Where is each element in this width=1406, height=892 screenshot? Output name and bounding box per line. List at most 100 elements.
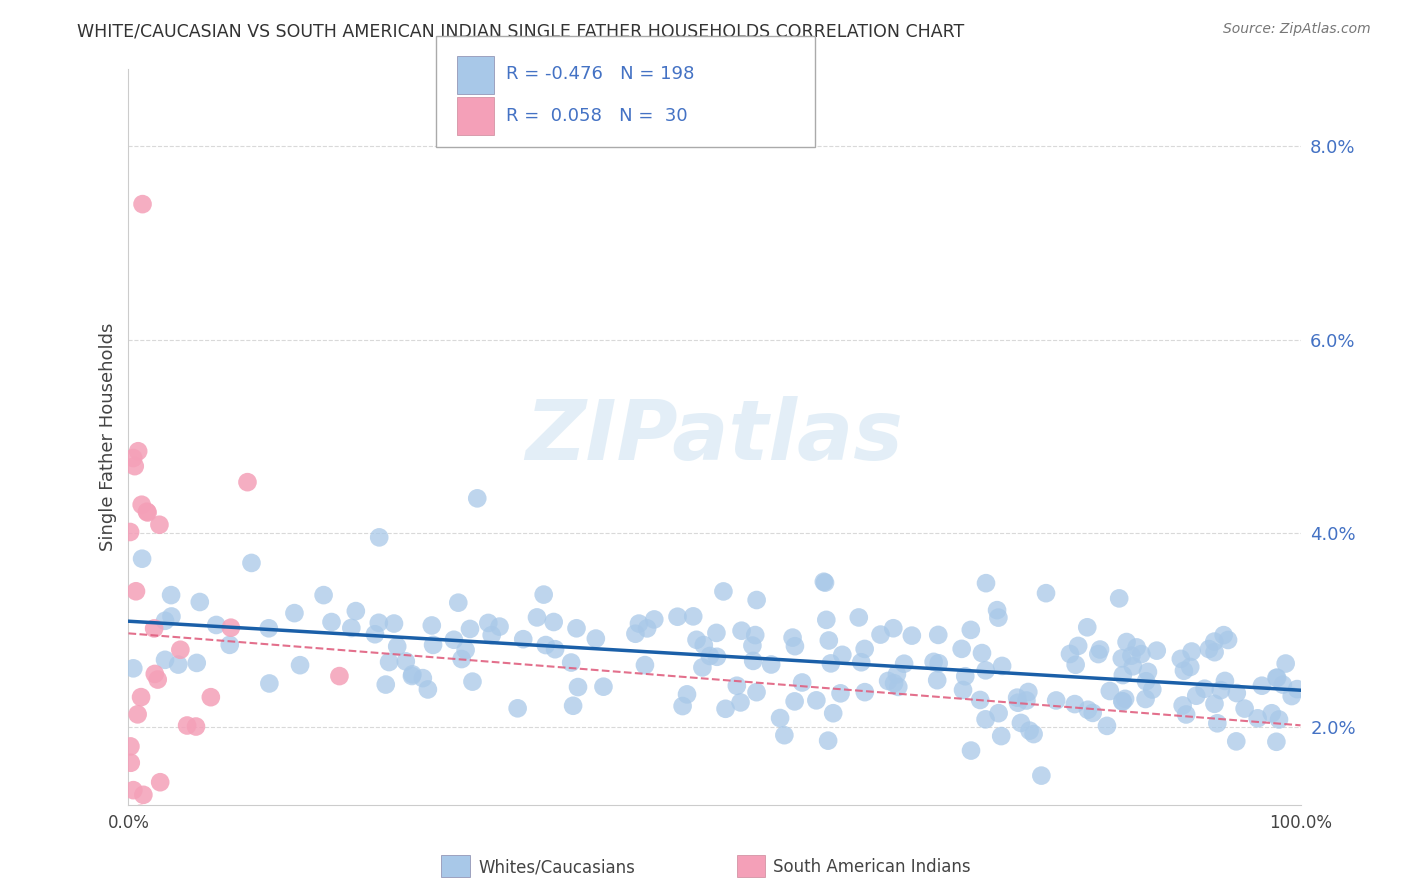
Point — [1007, 696, 1029, 710]
Point — [1112, 668, 1135, 682]
Point — [387, 640, 409, 654]
Point — [643, 612, 665, 626]
Point — [562, 698, 585, 713]
Point — [817, 633, 839, 648]
Point — [188, 595, 211, 609]
Point — [1115, 635, 1137, 649]
Point — [806, 693, 828, 707]
Point — [127, 707, 149, 722]
Point — [1135, 692, 1157, 706]
Point — [124, 459, 146, 474]
Point — [167, 657, 190, 672]
Point — [742, 654, 765, 668]
Point — [1271, 678, 1294, 692]
Point — [585, 632, 607, 646]
Point — [283, 606, 305, 620]
Point — [1206, 716, 1229, 731]
Point — [132, 788, 155, 802]
Point — [927, 628, 949, 642]
Point — [1204, 645, 1226, 659]
Point — [136, 506, 159, 520]
Point — [814, 575, 837, 590]
Point — [461, 674, 484, 689]
Point — [1045, 693, 1067, 707]
Point — [848, 610, 870, 624]
Point — [1035, 586, 1057, 600]
Point — [706, 626, 728, 640]
Point — [420, 618, 443, 632]
Point — [851, 655, 873, 669]
Point — [567, 680, 589, 694]
Point — [143, 622, 166, 636]
Point — [1059, 647, 1081, 661]
Point — [122, 783, 145, 797]
Point — [830, 686, 852, 700]
Point — [877, 673, 900, 688]
Point — [512, 632, 534, 647]
Point — [1063, 697, 1085, 711]
Point — [422, 638, 444, 652]
Point — [869, 627, 891, 641]
Point — [990, 729, 1012, 743]
Point — [364, 627, 387, 641]
Point — [1017, 685, 1039, 699]
Point — [1121, 648, 1143, 663]
Point — [218, 638, 240, 652]
Point — [823, 706, 845, 721]
Point — [312, 588, 335, 602]
Point — [887, 680, 910, 694]
Point — [131, 197, 153, 211]
Point — [367, 615, 389, 630]
Point — [883, 676, 905, 690]
Point — [169, 642, 191, 657]
Point — [1114, 691, 1136, 706]
Point — [127, 444, 149, 458]
Point — [146, 673, 169, 687]
Point — [627, 616, 650, 631]
Point — [1081, 706, 1104, 720]
Point — [685, 632, 707, 647]
Point — [401, 669, 423, 683]
Point — [176, 718, 198, 732]
Point — [714, 702, 737, 716]
Point — [1281, 689, 1303, 703]
Point — [959, 623, 981, 637]
Point — [773, 728, 796, 742]
Point — [1286, 682, 1309, 697]
Point — [901, 629, 924, 643]
Point — [122, 451, 145, 466]
Point — [986, 603, 1008, 617]
Point — [759, 657, 782, 672]
Point — [321, 615, 343, 629]
Point — [1135, 674, 1157, 689]
Point — [382, 616, 405, 631]
Point — [676, 687, 699, 701]
Point — [143, 667, 166, 681]
Point — [1173, 664, 1195, 678]
Point — [693, 638, 716, 652]
Point — [699, 648, 721, 663]
Point — [129, 806, 152, 821]
Text: ZIPatlas: ZIPatlas — [526, 396, 904, 477]
Point — [706, 649, 728, 664]
Point — [783, 694, 806, 708]
Point — [160, 588, 183, 602]
Point — [120, 524, 142, 539]
Point — [1022, 727, 1045, 741]
Point — [122, 661, 145, 675]
Point — [125, 584, 148, 599]
Point — [955, 669, 977, 683]
Point — [1088, 642, 1111, 657]
Point — [443, 632, 465, 647]
Point — [184, 719, 207, 733]
Point — [205, 618, 228, 632]
Point — [534, 638, 557, 652]
Point — [1108, 591, 1130, 606]
Point — [344, 604, 367, 618]
Point — [219, 621, 242, 635]
Point — [533, 588, 555, 602]
Point — [745, 685, 768, 699]
Point — [634, 658, 657, 673]
Point — [882, 621, 904, 635]
Point — [1122, 659, 1144, 673]
